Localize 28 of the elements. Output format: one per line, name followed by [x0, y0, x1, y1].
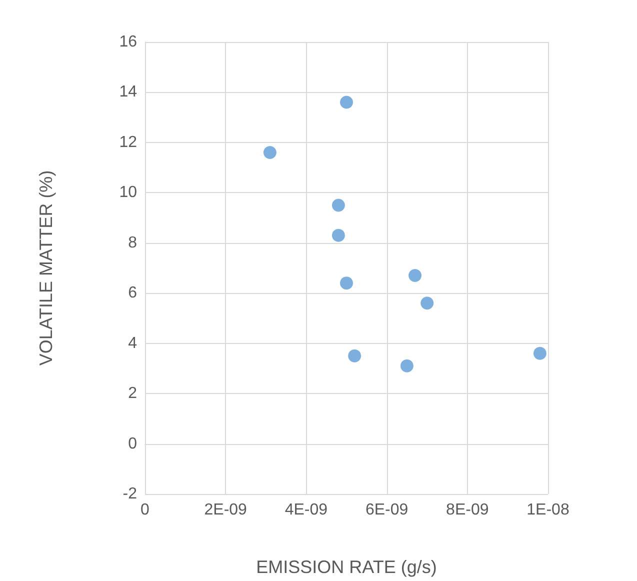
x-tick-label: 0	[140, 502, 150, 518]
x-tick-label: 1E-08	[526, 502, 570, 518]
point	[340, 96, 353, 109]
y-tick-label: 6	[128, 284, 138, 302]
point	[332, 228, 345, 242]
y-tick-label: 4	[128, 334, 138, 352]
point	[533, 346, 546, 360]
x-axis-title: EMISSION RATE (g/s)	[256, 557, 437, 577]
y-tick-label: 16	[119, 34, 138, 50]
y-tick-label: 0	[128, 435, 138, 452]
point	[400, 359, 414, 372]
x-tick-label: 8E-09	[446, 502, 489, 518]
point	[420, 296, 434, 310]
point	[340, 276, 353, 290]
point	[348, 349, 362, 362]
x-tick-label: 2E-09	[204, 502, 248, 518]
y-axis-title: VOLATILE MATTER (%)	[36, 170, 56, 366]
point	[332, 198, 345, 212]
point	[263, 146, 276, 159]
x-tick-label: 4E-09	[284, 502, 328, 518]
y-tick-label: 8	[128, 234, 138, 252]
y-tick-label: 2	[128, 385, 138, 402]
y-tick-label: 10	[119, 184, 138, 202]
y-tick-label: 14	[119, 84, 138, 101]
y-tick-label: 12	[119, 134, 138, 151]
point	[408, 269, 422, 282]
y-tick-label: -2	[122, 486, 138, 502]
x-tick-label: 6E-09	[365, 502, 408, 518]
